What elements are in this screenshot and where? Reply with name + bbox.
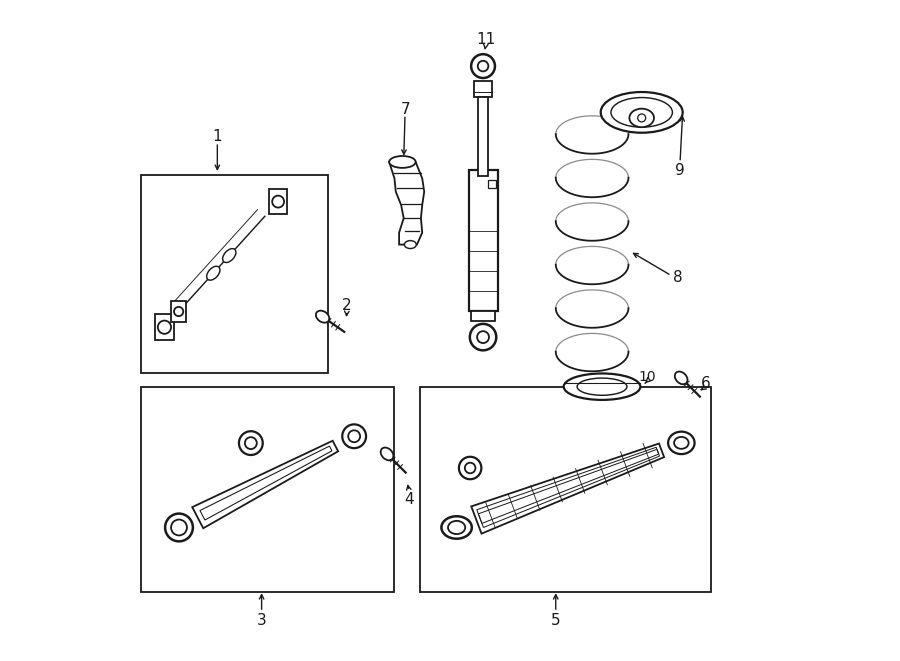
Text: 11: 11	[477, 32, 496, 47]
Text: 7: 7	[400, 102, 410, 116]
Ellipse shape	[165, 514, 193, 541]
Text: 2: 2	[342, 298, 352, 313]
Bar	[140, 387, 394, 592]
Circle shape	[174, 307, 184, 316]
Ellipse shape	[668, 432, 695, 454]
Text: 4: 4	[404, 492, 414, 506]
Ellipse shape	[563, 373, 641, 400]
Polygon shape	[389, 162, 424, 245]
Ellipse shape	[629, 108, 654, 127]
Bar	[489, 180, 496, 188]
Ellipse shape	[675, 371, 688, 384]
Text: 9: 9	[675, 163, 685, 178]
Bar	[155, 314, 175, 340]
Ellipse shape	[238, 431, 263, 455]
Ellipse shape	[342, 424, 366, 448]
Circle shape	[478, 61, 489, 71]
Ellipse shape	[441, 516, 472, 539]
Circle shape	[472, 54, 495, 78]
Text: 10: 10	[638, 369, 656, 384]
Circle shape	[638, 114, 645, 122]
Polygon shape	[193, 441, 338, 528]
Circle shape	[272, 196, 284, 208]
Text: 1: 1	[212, 130, 222, 144]
Bar	[420, 387, 711, 592]
Bar	[473, 81, 492, 97]
Ellipse shape	[448, 521, 465, 534]
Text: 8: 8	[673, 270, 683, 285]
Ellipse shape	[577, 378, 627, 395]
Bar	[472, 311, 495, 321]
Bar	[171, 301, 186, 322]
Ellipse shape	[674, 437, 688, 449]
Bar	[478, 97, 489, 176]
Ellipse shape	[171, 520, 187, 535]
Ellipse shape	[222, 249, 236, 262]
Text: 5: 5	[551, 613, 561, 627]
Ellipse shape	[459, 457, 482, 479]
Circle shape	[470, 324, 496, 350]
Ellipse shape	[465, 463, 475, 473]
Circle shape	[158, 321, 171, 334]
Ellipse shape	[348, 430, 360, 442]
Ellipse shape	[207, 266, 220, 280]
Ellipse shape	[611, 98, 672, 127]
Bar	[269, 189, 287, 214]
Bar	[140, 175, 328, 373]
Ellipse shape	[404, 241, 417, 249]
Text: 3: 3	[256, 613, 266, 627]
Circle shape	[477, 331, 489, 343]
Ellipse shape	[381, 447, 393, 460]
Ellipse shape	[245, 437, 256, 449]
Polygon shape	[472, 444, 664, 533]
Ellipse shape	[600, 92, 683, 133]
Bar	[469, 170, 498, 311]
Ellipse shape	[389, 156, 416, 168]
Text: 6: 6	[701, 376, 711, 391]
Ellipse shape	[316, 311, 329, 323]
